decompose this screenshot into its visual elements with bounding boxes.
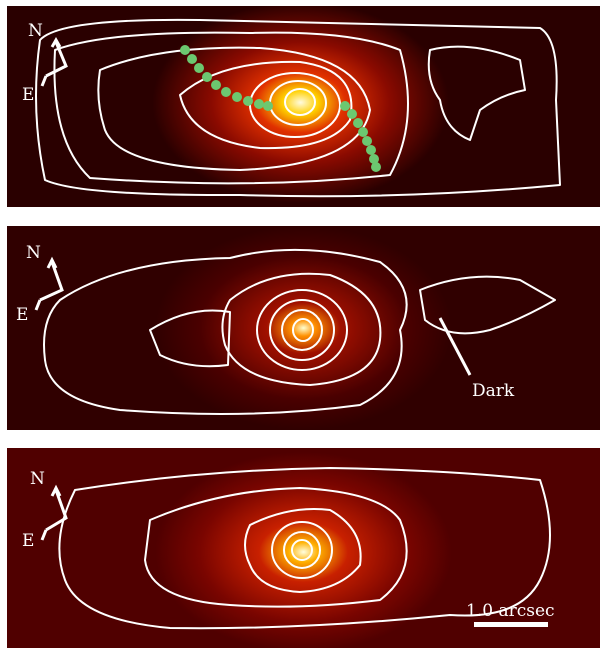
panel: N E (7, 6, 600, 207)
east-label: E (22, 531, 34, 551)
east-label: E (22, 85, 34, 105)
north-label: N (30, 469, 45, 489)
scale-bar-label: 1.0 arcsec (466, 601, 555, 621)
north-label: N (26, 243, 41, 263)
annotation: Dark (472, 381, 515, 401)
panel: Dark N E (7, 226, 600, 430)
scale-bar (474, 622, 548, 627)
north-label: N (28, 21, 43, 41)
panel: 1.0 arcsec N E (7, 448, 600, 648)
figure: N E Dark N E (0, 0, 602, 650)
image (7, 6, 600, 207)
east-label: E (16, 305, 28, 325)
